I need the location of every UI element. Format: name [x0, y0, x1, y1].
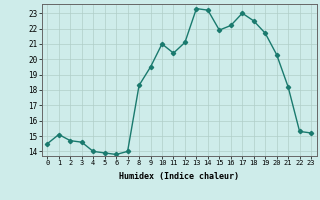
X-axis label: Humidex (Indice chaleur): Humidex (Indice chaleur) [119, 172, 239, 181]
